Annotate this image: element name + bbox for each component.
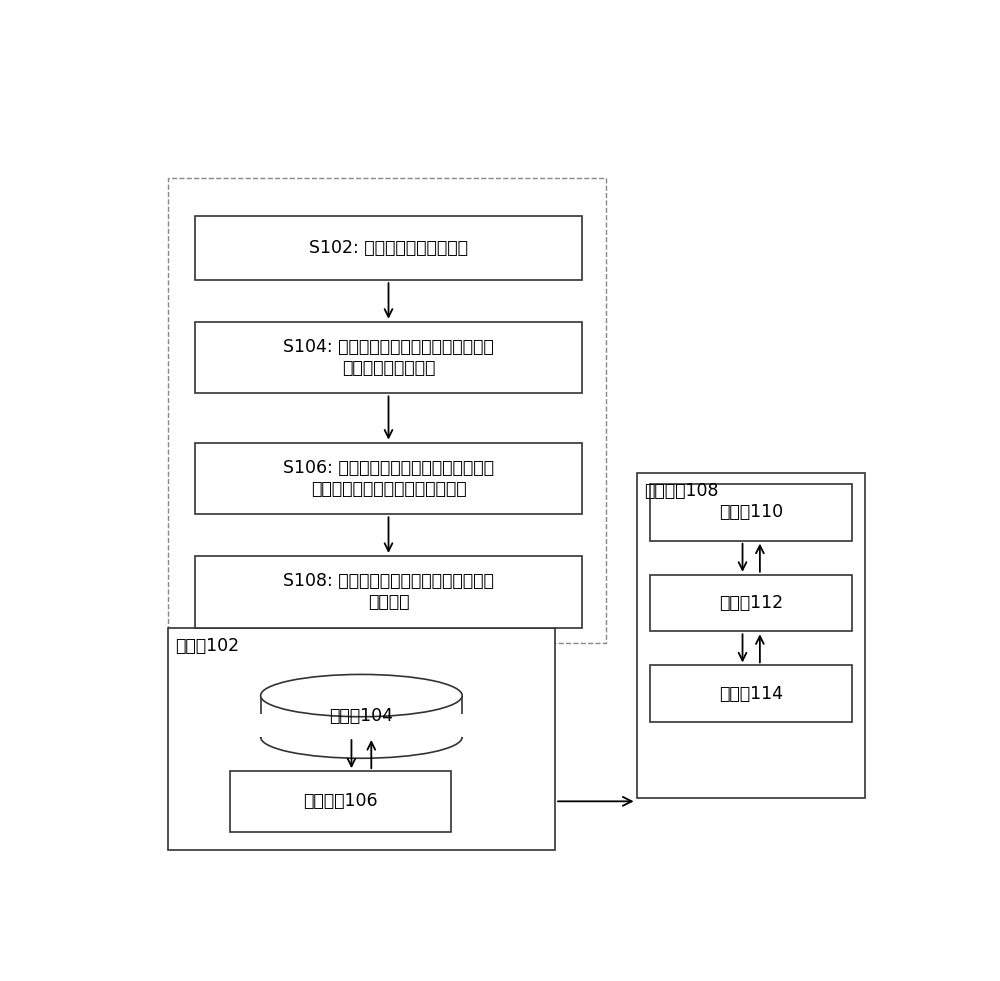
Bar — [637, 473, 865, 798]
Text: 显示器110: 显示器110 — [719, 503, 783, 521]
Text: 处理器112: 处理器112 — [719, 594, 783, 612]
Bar — [650, 665, 852, 722]
Text: S104: 确定弹幕信息的所在终端上的操作
系统对应的渲染组件: S104: 确定弹幕信息的所在终端上的操作 系统对应的渲染组件 — [283, 338, 494, 377]
Text: 处理引擎106: 处理引擎106 — [303, 793, 377, 810]
Bar — [259, 714, 464, 737]
Text: 存储器114: 存储器114 — [719, 685, 783, 702]
Bar — [195, 442, 582, 514]
Text: S102: 获取待显示的弹幕信息: S102: 获取待显示的弹幕信息 — [309, 239, 468, 257]
Bar — [195, 216, 582, 281]
Bar — [261, 696, 462, 737]
Bar — [195, 322, 582, 393]
Text: 服务器102: 服务器102 — [175, 637, 240, 654]
Bar — [650, 575, 852, 632]
Bar — [195, 556, 582, 628]
Bar — [168, 179, 606, 643]
Text: 用户设备108: 用户设备108 — [644, 482, 719, 499]
Bar — [230, 771, 450, 832]
Text: S106: 利用所述渲染组件将所述弹幕信息
转化为允许被渲染的目标图片对象: S106: 利用所述渲染组件将所述弹幕信息 转化为允许被渲染的目标图片对象 — [283, 459, 494, 497]
Ellipse shape — [261, 716, 462, 758]
Text: S108: 根据目标图片对象进行弹幕信息的
渲染显示: S108: 根据目标图片对象进行弹幕信息的 渲染显示 — [283, 572, 494, 611]
Text: 数据库104: 数据库104 — [329, 707, 393, 725]
Bar — [650, 484, 852, 541]
Ellipse shape — [261, 674, 462, 717]
Bar — [168, 628, 555, 851]
